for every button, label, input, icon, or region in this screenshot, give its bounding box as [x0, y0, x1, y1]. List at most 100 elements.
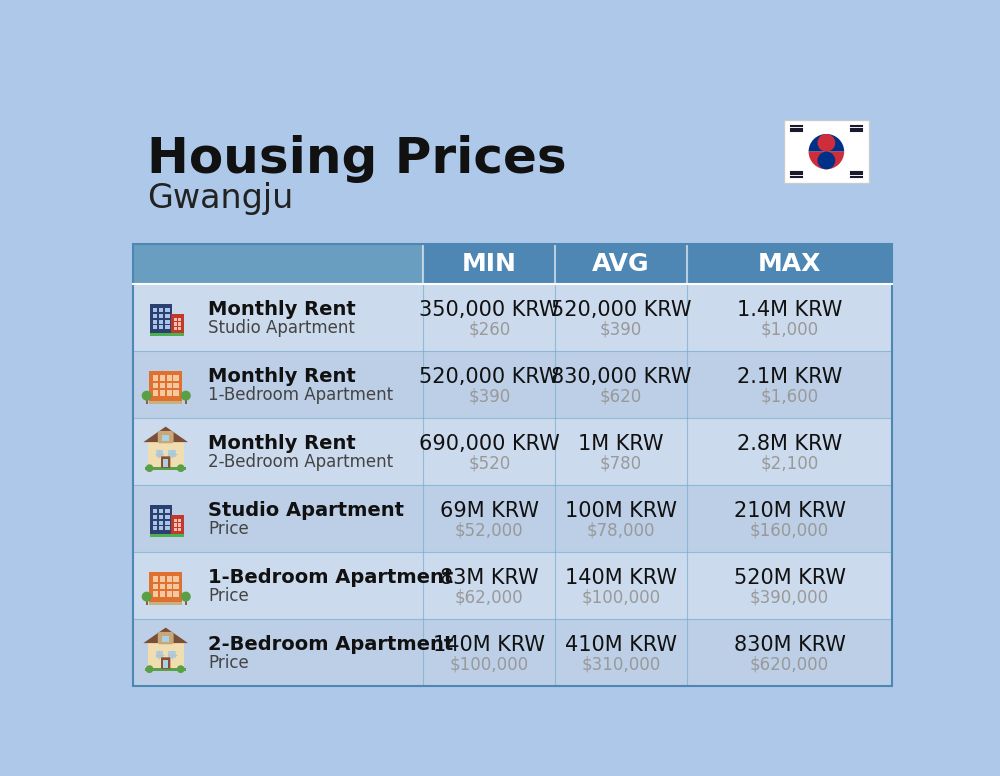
Bar: [159, 320, 163, 324]
Bar: [156, 450, 163, 457]
Text: 83M KRW: 83M KRW: [440, 568, 539, 588]
Circle shape: [181, 390, 191, 400]
Bar: [153, 526, 157, 531]
Bar: [173, 383, 179, 389]
Text: $1,000: $1,000: [761, 320, 819, 338]
Text: Price: Price: [208, 587, 249, 605]
Circle shape: [142, 591, 152, 601]
Bar: [159, 308, 163, 312]
Bar: [160, 390, 165, 396]
Bar: [784, 120, 869, 183]
Bar: [146, 598, 148, 605]
Bar: [146, 397, 148, 404]
Circle shape: [177, 464, 185, 472]
Bar: [153, 320, 157, 324]
Bar: [168, 651, 176, 658]
Bar: [165, 325, 170, 330]
Bar: [167, 577, 172, 582]
Bar: [173, 577, 179, 582]
Bar: [148, 442, 184, 467]
Bar: [149, 371, 182, 401]
Bar: [163, 660, 168, 668]
Bar: [173, 591, 179, 597]
Text: $620,000: $620,000: [750, 655, 829, 673]
Text: $390,000: $390,000: [750, 588, 829, 606]
Text: 2.8M KRW: 2.8M KRW: [737, 434, 842, 454]
Text: 2.1M KRW: 2.1M KRW: [737, 367, 842, 387]
Polygon shape: [143, 628, 188, 643]
Text: 69M KRW: 69M KRW: [440, 501, 539, 521]
Text: $52,000: $52,000: [455, 521, 524, 539]
Text: Housing Prices: Housing Prices: [147, 135, 566, 182]
Bar: [150, 505, 172, 534]
Bar: [165, 514, 170, 519]
Bar: [153, 314, 157, 318]
Bar: [159, 325, 163, 330]
Text: $160,000: $160,000: [750, 521, 829, 539]
Circle shape: [181, 591, 191, 601]
Text: $390: $390: [600, 320, 642, 338]
Circle shape: [177, 665, 185, 673]
Bar: [167, 383, 172, 389]
Bar: [159, 526, 163, 531]
Text: 100M KRW: 100M KRW: [565, 501, 677, 521]
Bar: [133, 552, 892, 619]
Circle shape: [146, 665, 153, 673]
Bar: [160, 383, 165, 389]
Bar: [159, 509, 163, 513]
Bar: [174, 317, 177, 321]
Text: $260: $260: [468, 320, 510, 338]
Text: Price: Price: [208, 521, 249, 539]
Bar: [153, 521, 157, 525]
Bar: [160, 376, 165, 381]
Text: Gwangju: Gwangju: [147, 182, 293, 216]
Bar: [149, 572, 182, 602]
Text: $100,000: $100,000: [581, 588, 661, 606]
Text: Studio Apartment: Studio Apartment: [208, 501, 404, 521]
Text: $310,000: $310,000: [581, 655, 661, 673]
Bar: [159, 521, 163, 525]
Bar: [174, 528, 177, 531]
Bar: [174, 523, 177, 527]
Bar: [165, 509, 170, 513]
Bar: [185, 598, 187, 605]
Text: 520M KRW: 520M KRW: [734, 568, 846, 588]
Bar: [153, 383, 158, 389]
FancyBboxPatch shape: [158, 431, 174, 443]
FancyBboxPatch shape: [158, 632, 174, 644]
Bar: [133, 485, 892, 552]
Bar: [160, 577, 165, 582]
Bar: [173, 390, 179, 396]
Bar: [163, 459, 168, 467]
Text: $390: $390: [468, 387, 510, 405]
Text: $620: $620: [600, 387, 642, 405]
Text: $62,000: $62,000: [455, 588, 524, 606]
Bar: [178, 518, 181, 522]
Bar: [162, 435, 169, 441]
Bar: [133, 351, 892, 418]
Text: 350,000 KRW: 350,000 KRW: [419, 300, 560, 320]
Bar: [165, 521, 170, 525]
Bar: [153, 376, 158, 381]
Bar: [178, 528, 181, 531]
Bar: [160, 591, 165, 597]
Bar: [153, 509, 157, 513]
Bar: [167, 584, 172, 590]
Text: Monthly Rent: Monthly Rent: [208, 300, 356, 320]
Bar: [133, 244, 892, 284]
Text: Monthly Rent: Monthly Rent: [208, 435, 356, 453]
Bar: [133, 418, 892, 485]
Circle shape: [817, 151, 835, 169]
Bar: [159, 514, 163, 519]
Bar: [165, 314, 170, 318]
Text: MAX: MAX: [758, 252, 821, 276]
Bar: [185, 397, 187, 404]
Bar: [178, 322, 181, 326]
Text: 2-Bedroom Apartment: 2-Bedroom Apartment: [208, 453, 393, 471]
Text: 830M KRW: 830M KRW: [734, 635, 846, 655]
Bar: [145, 668, 186, 670]
Bar: [174, 518, 177, 522]
Bar: [153, 325, 157, 330]
FancyBboxPatch shape: [161, 456, 170, 468]
Bar: [173, 376, 179, 381]
